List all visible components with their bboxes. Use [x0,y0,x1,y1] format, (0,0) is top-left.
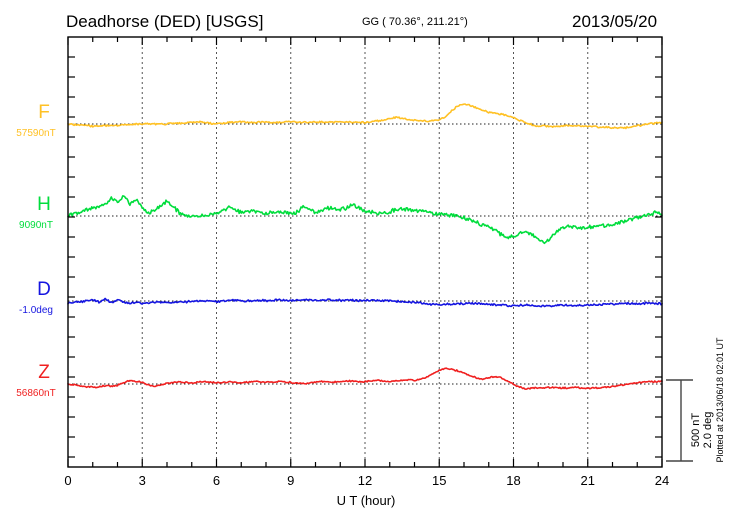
component-letter-F: F [38,102,50,123]
page-title: Deadhorse (DED) [USGS] [66,12,264,31]
x-tick-label: 18 [506,473,520,488]
scale-bar-nt-label: 500 nT [690,413,702,448]
x-tick-label: 6 [213,473,220,488]
x-tick-label: 15 [432,473,446,488]
scale-bar [666,379,693,462]
observation-date: 2013/05/20 [572,12,658,31]
x-tick-label: 12 [358,473,372,488]
component-letter-Z: Z [38,362,50,383]
x-tick-label: 24 [655,473,669,488]
scale-bar-deg-label: 2.0 deg [702,412,714,449]
component-letter-D: D [37,279,51,300]
component-baseline-F: 57590nT [16,128,55,139]
x-tick-label: 21 [581,473,595,488]
x-axis-ticks: 0 3 6 9 12 15 18 21 24 [64,37,669,488]
component-baseline-D: -1.0deg [19,305,53,316]
x-tick-label: 9 [287,473,294,488]
x-tick-label: 3 [139,473,146,488]
component-labels: F 57590nT H 9090nT D -1.0deg Z 56860nT [16,102,55,399]
component-baseline-H: 9090nT [19,220,53,231]
x-axis-label: U T (hour) [337,493,396,508]
traces-layer [67,103,663,391]
geographic-coordinates-label: GG ( 70.36°, 211.21°) [362,16,468,28]
component-baseline-Z: 56860nT [16,388,55,399]
grid-layer [141,37,589,467]
plotted-timestamp: Plotted at 2013/06/18 02:01 UT [715,337,725,463]
component-letter-H: H [37,194,51,215]
x-tick-label: 0 [64,473,71,488]
